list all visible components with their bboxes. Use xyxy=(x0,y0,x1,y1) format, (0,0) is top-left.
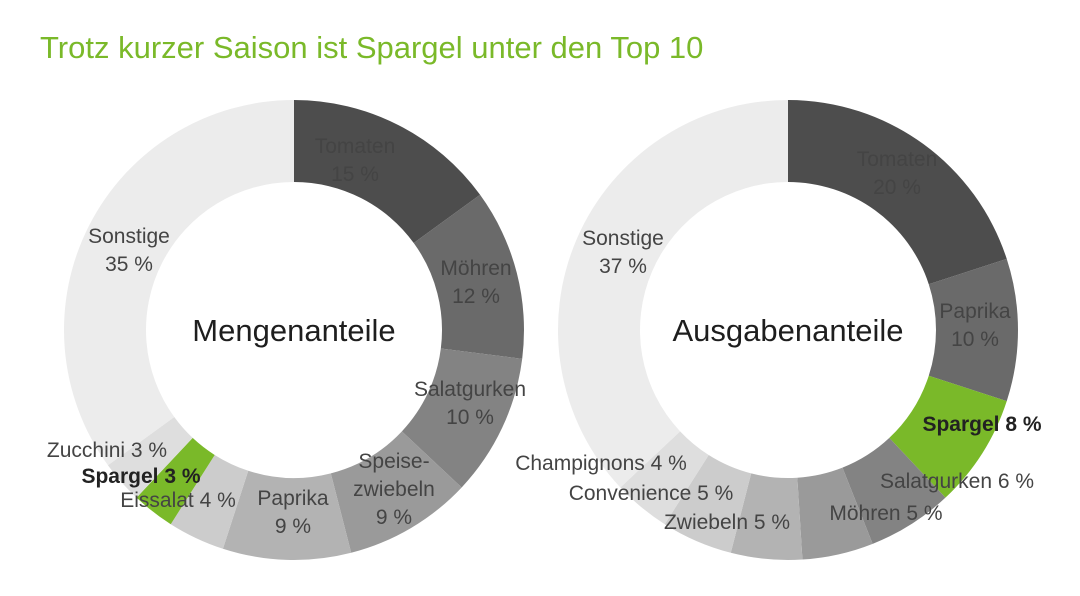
donut-segment-zucchini xyxy=(107,416,193,498)
donut-segment-tomaten xyxy=(294,100,481,244)
donut-segment-tomaten xyxy=(788,100,1007,285)
donut-segment-zwiebeln xyxy=(730,473,803,560)
donut-segment-eissalat xyxy=(170,454,249,549)
donut-segment-salatgurken xyxy=(842,437,946,544)
segment-label-tomaten: Tomaten 20 % xyxy=(857,148,938,199)
segment-label-spargel: Spargel 3 % xyxy=(81,465,200,488)
segment-label-salatgurken: Salatgurken 10 % xyxy=(414,378,526,429)
segment-label-champignons: Champignons 4 % xyxy=(515,452,687,475)
segment-label-sonstige: Sonstige 37 % xyxy=(582,227,664,278)
donut-segment-paprika xyxy=(222,470,352,560)
donut-chart-mengenanteile: Tomaten 15 % Möhren 12 % Salatgurken 10 % Spei… xyxy=(47,100,526,560)
donut-segment-speisezwiebeln xyxy=(330,431,462,553)
segment-label-tomaten: Tomaten 15 % xyxy=(315,135,396,186)
center-label: Ausgabenanteile xyxy=(673,313,904,348)
segment-label-sonstige: Sonstige 35 % xyxy=(88,225,170,276)
donut-chart-ausgabenanteile: Tomaten 20 % Paprika 10 % Spargel 8 % Salatgu… xyxy=(515,100,1042,560)
segment-label-moehren: Möhren 12 % xyxy=(440,257,511,308)
segment-label-zwiebeln: Zwiebeln 5 % xyxy=(664,511,790,534)
segment-label-spargel: Spargel 8 % xyxy=(922,413,1041,436)
donut-segment-champignons xyxy=(620,431,709,525)
donut-segment-convenience xyxy=(664,454,752,553)
segment-label-speisezwiebeln: Speise-zwiebeln 9 % xyxy=(353,450,435,529)
donut-segment-spargel xyxy=(889,375,1007,498)
donut-segment-moehren xyxy=(413,194,525,359)
segment-label-zucchini: Zucchini 3 % xyxy=(47,439,167,462)
segment-label-moehren: Möhren 5 % xyxy=(829,502,942,525)
donut-segment-salatgurken xyxy=(401,348,523,488)
segment-label-paprika: Paprika 10 % xyxy=(939,300,1011,351)
donut-segment-moehren xyxy=(797,467,873,560)
segment-label-salatgurken: Salatgurken 6 % xyxy=(880,470,1034,493)
donut-segment-sonstige xyxy=(64,100,294,466)
donut-segment-spargel xyxy=(136,437,215,525)
chart-title: Trotz kurzer Saison ist Spargel unter de… xyxy=(40,30,704,65)
segment-label-convenience: Convenience 5 % xyxy=(569,482,734,505)
donut-segment-sonstige xyxy=(558,100,788,488)
center-label: Mengenanteile xyxy=(192,313,395,348)
donut-segment-paprika xyxy=(928,258,1018,402)
segment-label-paprika: Paprika 9 % xyxy=(257,487,329,538)
segment-label-eissalat: Eissalat 4 % xyxy=(120,489,236,512)
